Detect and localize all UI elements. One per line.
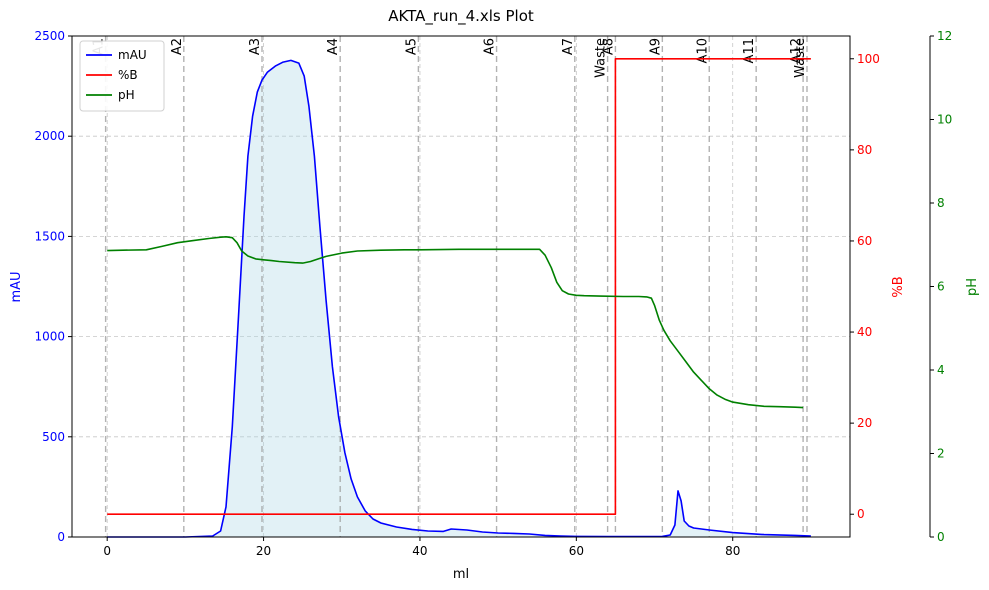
x-tick-label: 60 (569, 544, 584, 558)
legend-label-mau: mAU (118, 48, 147, 62)
y-tick-label-mau: 1500 (34, 229, 65, 243)
x-tick-label: 40 (412, 544, 427, 558)
fraction-label: A9 (648, 38, 663, 55)
fraction-label: A4 (326, 38, 341, 55)
x-tick-label: 80 (725, 544, 740, 558)
y-tick-label-ph: 8 (937, 196, 945, 210)
x-axis-label: ml (453, 567, 469, 582)
fraction-label: A3 (248, 38, 263, 55)
y-tick-label-percent-b: 100 (857, 52, 880, 66)
y-axis-label-mau: mAU (9, 271, 24, 302)
axes-layer (71, 35, 931, 538)
y-tick-label-mau: 2500 (34, 29, 65, 43)
y-tick-label-mau: 500 (42, 430, 65, 444)
fraction-label: Waste (793, 38, 808, 78)
y-tick-label-percent-b: 20 (857, 416, 872, 430)
fill-layer (107, 60, 811, 538)
y-tick-label-ph: 10 (937, 113, 952, 127)
fraction-label: A11 (742, 38, 757, 63)
y-tick-label-percent-b: 80 (857, 143, 872, 157)
y-tick-label-ph: 4 (937, 363, 945, 377)
series-line-mau (107, 59, 811, 538)
y-tick-label-ph: 2 (937, 447, 945, 461)
x-tick-label: 0 (103, 544, 111, 558)
mau-area-fill (107, 60, 811, 538)
chart-title: AKTA_run_4.xls Plot (388, 7, 534, 26)
y-axis-label-percent-b: %B (891, 276, 906, 297)
grid-layer (72, 35, 850, 538)
fraction-label: A8 (601, 38, 616, 55)
y-tick-label-mau: 2000 (34, 129, 65, 143)
legend-label-percent-b: %B (118, 68, 138, 82)
y-tick-label-mau: 0 (57, 530, 65, 544)
series-line-ph (107, 236, 804, 409)
plot-frame (71, 35, 851, 538)
fraction-label: A5 (404, 38, 419, 55)
fraction-label: A12 (789, 38, 804, 63)
fraction-label: A10 (695, 38, 710, 63)
fraction-label: A2 (170, 38, 185, 55)
legend-label-ph: pH (118, 88, 135, 102)
series-line-percent-b (107, 58, 811, 515)
fraction-markers: A1A2A3A4A5A6A7WasteA8A9A10A11A12Waste (92, 36, 808, 537)
y-tick-label-ph: 0 (937, 530, 945, 544)
fraction-label: A7 (561, 38, 576, 55)
legend: mAU %B pH (79, 40, 165, 112)
fraction-label: A6 (483, 38, 498, 55)
series-layer (107, 58, 811, 538)
y-tick-label-percent-b: 0 (857, 507, 865, 521)
y-tick-label-percent-b: 60 (857, 234, 872, 248)
legend-box (79, 40, 165, 112)
y-axis-label-ph: pH (965, 278, 980, 296)
y-tick-label-ph: 6 (937, 280, 945, 294)
ticks-layer: 0 20 40 60 800500100015002000250002040608010… (34, 29, 952, 558)
y-tick-label-ph: 12 (937, 29, 952, 43)
y-tick-label-percent-b: 40 (857, 325, 872, 339)
y-tick-label-mau: 1000 (34, 330, 65, 344)
fraction-label: Waste (594, 38, 609, 78)
x-tick-label: 20 (256, 544, 271, 558)
